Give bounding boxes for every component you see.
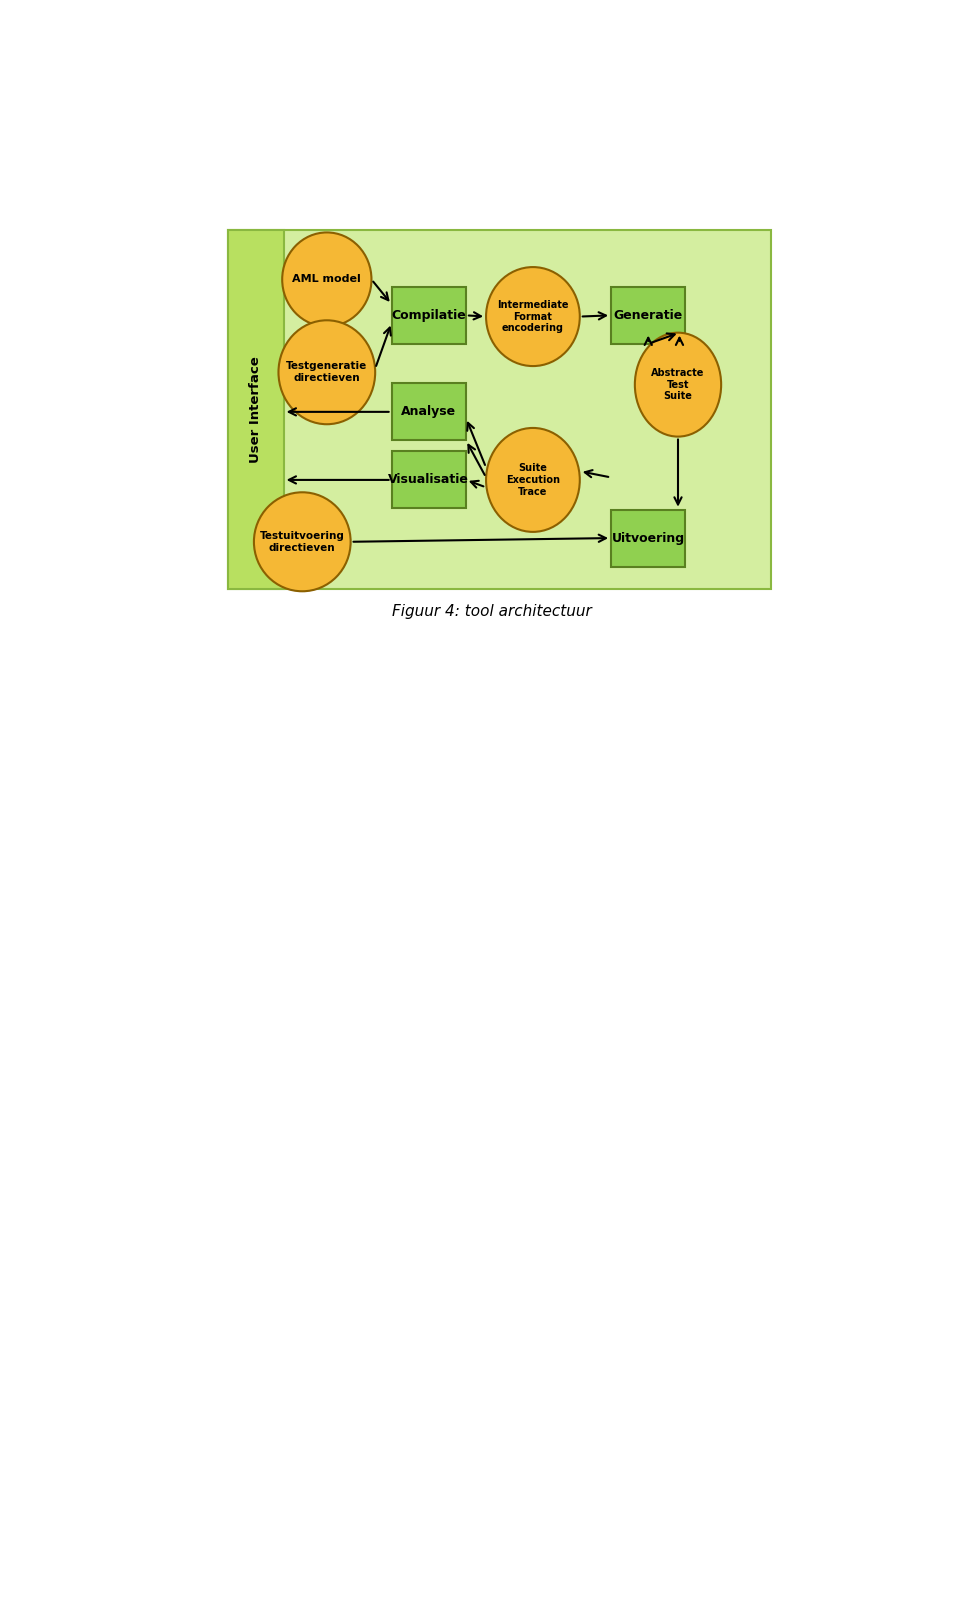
FancyBboxPatch shape: [611, 288, 685, 344]
Ellipse shape: [253, 492, 350, 591]
FancyBboxPatch shape: [392, 384, 466, 440]
Text: Uitvoering: Uitvoering: [612, 532, 684, 545]
FancyBboxPatch shape: [228, 230, 283, 588]
Text: Generatie: Generatie: [613, 309, 683, 321]
Text: User Interface: User Interface: [250, 357, 262, 463]
Ellipse shape: [486, 427, 580, 532]
Text: Abstracte
Test
Suite: Abstracte Test Suite: [651, 368, 705, 402]
Ellipse shape: [278, 320, 375, 424]
Text: Testuitvoering
directieven: Testuitvoering directieven: [260, 530, 345, 553]
Text: Suite
Execution
Trace: Suite Execution Trace: [506, 463, 560, 497]
Text: Testgeneratie
directieven: Testgeneratie directieven: [286, 362, 368, 382]
Ellipse shape: [282, 233, 372, 326]
Text: Visualisatie: Visualisatie: [389, 474, 469, 487]
FancyBboxPatch shape: [392, 288, 466, 344]
Text: Intermediate
Format
encodering: Intermediate Format encodering: [497, 301, 568, 333]
Text: Compilatie: Compilatie: [392, 309, 467, 321]
Text: Analyse: Analyse: [401, 405, 456, 418]
Text: Figuur 4: tool architectuur: Figuur 4: tool architectuur: [392, 604, 592, 619]
Ellipse shape: [635, 333, 721, 437]
FancyBboxPatch shape: [392, 452, 466, 508]
FancyBboxPatch shape: [611, 509, 685, 567]
Text: AML model: AML model: [293, 275, 361, 284]
FancyBboxPatch shape: [228, 230, 771, 588]
Ellipse shape: [486, 267, 580, 366]
